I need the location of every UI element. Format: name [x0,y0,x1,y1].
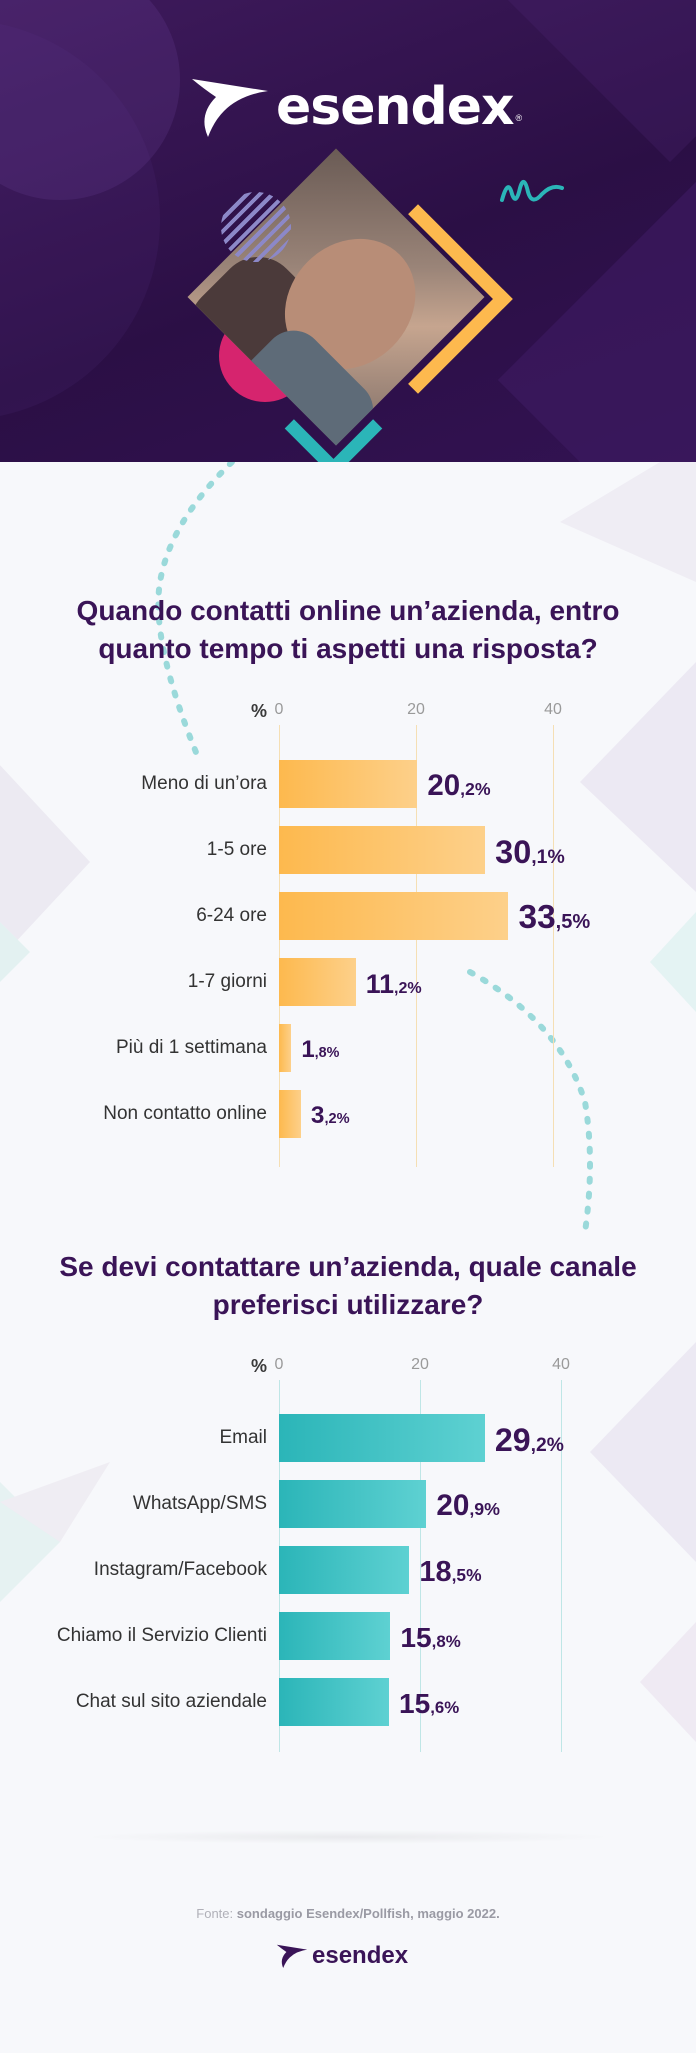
bar [279,1090,301,1138]
grid-line [420,1380,421,1752]
value-label-decimal: ,2% [394,979,422,997]
value-label-decimal: ,9% [469,1499,501,1519]
axis-tick-label: 0 [274,701,284,718]
category-label: 1-5 ore [206,839,267,860]
grid-line [553,725,554,1167]
bar [279,1414,485,1462]
value-label-integer: 20 [436,1489,470,1522]
value-label: 18,5% [419,1548,481,1599]
hero-photo-composition [187,148,513,462]
category-label: Chat sul sito aziendale [75,1691,267,1712]
bar [279,826,486,874]
axis-tick-label: 0 [274,1356,284,1373]
striped-circle-decor [221,192,291,262]
grid-line [561,1380,562,1752]
value-label-integer: 3 [310,1102,325,1129]
bar [279,958,356,1006]
squiggle-icon [500,180,564,202]
category-label: Meno di un’ora [141,773,267,794]
value-label: 20,2% [427,762,490,813]
value-label: 15,8% [400,1614,460,1666]
value-label-integer: 29 [494,1422,531,1458]
logo-registered-mark: ® [515,113,523,123]
chart-1-axis-unit: % [251,701,268,721]
value-label: 20,9% [436,1482,500,1533]
footer-logo-icon [276,1944,308,1968]
value-label-decimal: ,2% [324,1111,350,1127]
chart-2-axis-unit: % [251,1356,268,1376]
esendex-logo-icon [192,79,268,137]
bar [279,1612,391,1660]
source-prefix: Fonte: [196,1906,234,1921]
value-label: 29,2% [495,1416,564,1470]
grid-line [416,725,417,1167]
category-label: 1-7 giorni [187,971,267,992]
axis-tick-label: 20 [411,1356,429,1373]
value-label-integer: 15 [400,1622,432,1653]
value-label: 11,2% [366,960,422,1012]
axis-tick-label: 40 [552,1356,570,1373]
hero-banner: esendex ® [0,0,696,462]
esendex-logo: esendex ® [190,75,522,139]
bar [279,1480,427,1528]
source-note: Fonte: sondaggio Esendex/Pollfish, maggi… [0,1906,696,1921]
bar [279,1024,292,1072]
footer-logo-text: esendex [312,1942,409,1969]
value-label-integer: 1 [301,1036,315,1063]
value-label-decimal: ,8% [314,1045,340,1061]
value-label-decimal: ,2% [460,779,491,799]
value-label-decimal: ,5% [451,1565,482,1585]
value-label-decimal: ,2% [530,1435,564,1456]
value-label-integer: 20 [427,769,461,802]
category-label: Chiamo il Servizio Clienti [56,1625,267,1646]
value-label: 15,6% [399,1680,459,1732]
value-label-integer: 30 [495,834,532,870]
question-1-title: Quando contatti online un’azienda, entro… [76,595,620,664]
bar [279,760,418,808]
category-label: WhatsApp/SMS [132,1493,267,1514]
value-label-integer: 18 [419,1556,452,1588]
value-label-decimal: ,1% [531,846,565,868]
section-divider-shadow [80,1830,616,1844]
logo-text: esendex [276,77,515,137]
footer-esendex-logo: esendex [276,1942,408,1970]
value-label-decimal: ,6% [430,1698,460,1717]
category-label: 6-24 ore [196,905,267,926]
category-label: Email [219,1427,267,1448]
bar [279,1678,389,1726]
source-text: sondaggio Esendex/Pollfish, maggio 2022. [236,1906,500,1921]
value-label-integer: 33 [518,899,556,936]
value-label-decimal: ,8% [431,1632,461,1651]
value-label: 1,8% [301,1026,339,1077]
grid-line [279,725,280,1167]
category-label: Non contatto online [103,1103,267,1124]
question-2-title: Se devi contattare un’azienda, quale can… [59,1251,637,1320]
category-label: Instagram/Facebook [93,1559,267,1580]
value-label: 33,5% [518,894,590,946]
bar [279,1546,410,1594]
value-label-integer: 11 [365,969,394,999]
hero-decor-diamond [497,167,696,462]
axis-tick-label: 20 [407,701,425,718]
value-label-decimal: ,5% [555,911,591,933]
value-label: 30,1% [495,828,565,881]
bar [279,892,509,940]
value-label-integer: 15 [398,1688,431,1719]
category-label: Più di 1 settimana [115,1037,267,1058]
axis-tick-label: 40 [544,701,562,718]
value-label: 3,2% [311,1092,350,1143]
